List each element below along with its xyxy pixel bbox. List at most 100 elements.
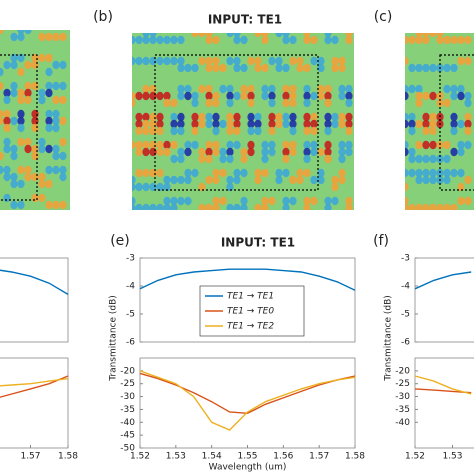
field-blob: [17, 109, 25, 119]
field-blob: [3, 88, 11, 98]
field-blob: [198, 147, 206, 157]
x-tick-label: 1.53: [166, 452, 186, 462]
field-blob: [177, 126, 185, 136]
series-line: [139, 268, 356, 291]
field-blob: [226, 84, 234, 94]
field-blob: [226, 56, 234, 66]
field-blob: [17, 53, 25, 63]
field-blob: [254, 56, 262, 66]
field-blob: [205, 63, 213, 73]
field-blob: [408, 35, 416, 45]
field-blob: [212, 175, 220, 185]
field-blob: [24, 165, 32, 175]
field-blob: [254, 126, 262, 136]
field-blob: [338, 119, 346, 129]
field-blob: [3, 109, 11, 119]
field-blob: [177, 154, 185, 164]
field-blob: [275, 33, 283, 38]
field-blob: [303, 84, 311, 94]
field-blob: [282, 112, 290, 122]
field-blob: [408, 63, 416, 73]
field-blob: [38, 179, 46, 189]
panel-title: INPUT: TE1: [208, 13, 282, 27]
field-blob: [422, 168, 430, 178]
plot-frame: [414, 357, 474, 449]
field-blob: [345, 112, 353, 122]
field-blob: [415, 35, 423, 45]
field-blob: [345, 35, 353, 45]
x-tick-label: 1.57: [20, 452, 40, 462]
field-blob: [310, 112, 318, 122]
field-blob: [191, 98, 199, 108]
field-blob: [443, 140, 451, 150]
field-blob: [457, 91, 465, 101]
field-blob: [338, 140, 346, 150]
field-blob: [142, 112, 150, 122]
field-blob: [289, 175, 297, 185]
x-tick-label: 1.53: [442, 452, 462, 462]
field-blob: [464, 126, 472, 136]
field-blob: [415, 119, 423, 129]
field-blob: [24, 88, 32, 98]
field-blob: [345, 126, 353, 136]
field-blob: [219, 63, 227, 73]
field-blob: [310, 119, 318, 129]
field-blob: [429, 112, 437, 122]
field-blob: [282, 35, 290, 45]
field-blob: [132, 203, 136, 210]
field-blob: [24, 144, 32, 154]
field-blob: [289, 126, 297, 136]
field-blob: [219, 119, 227, 129]
field-blob: [450, 91, 458, 101]
y-tick-label: -40: [395, 418, 410, 428]
field-blob: [303, 203, 311, 210]
field-blob: [233, 56, 241, 66]
legend-label: TE1 → TE0: [227, 307, 274, 317]
field-blob: [233, 203, 241, 210]
field-blob: [303, 196, 311, 206]
field-blob: [310, 147, 318, 157]
field-blob: [212, 196, 220, 206]
field-blob: [324, 98, 332, 108]
field-blob: [52, 81, 60, 91]
field-blob: [408, 126, 416, 136]
field-blob: [450, 203, 458, 210]
field-blob: [10, 151, 18, 161]
field-blob: [261, 196, 269, 206]
field-blob: [59, 200, 67, 210]
field-blob: [198, 203, 206, 210]
field-blob: [408, 84, 416, 94]
field-blob: [233, 33, 241, 38]
x-tick-label: 1.56: [273, 452, 293, 462]
field-blob: [317, 56, 325, 66]
panel-label: (e): [110, 233, 130, 249]
field-blob: [156, 35, 164, 45]
field-blob: [345, 98, 353, 108]
field-blob: [296, 168, 304, 178]
field-blob: [415, 84, 423, 94]
panel-label: (b): [93, 9, 113, 25]
field-blob: [52, 123, 60, 133]
field-blob: [163, 182, 171, 192]
field-blob: [59, 116, 67, 126]
field-blob: [205, 175, 213, 185]
field-blob: [268, 147, 276, 157]
field-blob: [345, 147, 353, 157]
field-blob: [317, 175, 325, 185]
field-blob: [240, 147, 248, 157]
field-blob: [233, 112, 241, 122]
field-blob: [457, 196, 465, 206]
field-blob: [45, 109, 53, 119]
field-blob: [405, 182, 409, 192]
field-blob: [226, 126, 234, 136]
field-blob: [226, 154, 234, 164]
field-blob: [184, 84, 192, 94]
field-blob: [212, 63, 220, 73]
field-blob: [422, 119, 430, 129]
field-blob: [303, 126, 311, 136]
field-blob: [3, 60, 11, 70]
field-blob: [212, 168, 220, 178]
field-blob: [324, 147, 332, 157]
